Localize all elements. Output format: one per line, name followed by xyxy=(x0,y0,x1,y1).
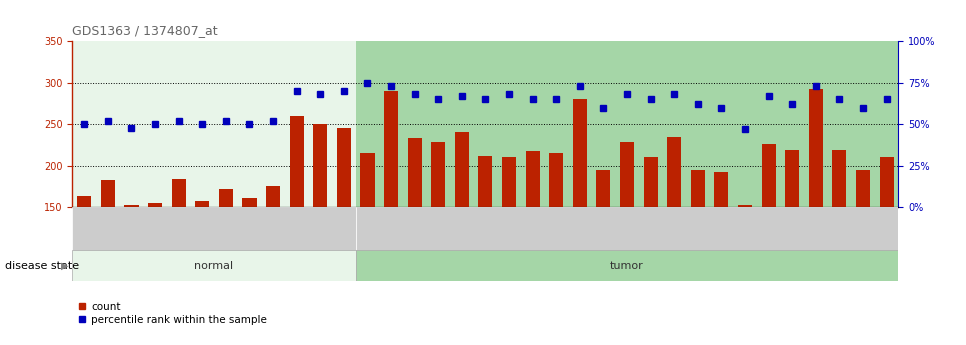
Bar xyxy=(455,132,469,207)
Bar xyxy=(355,250,898,281)
Text: normal: normal xyxy=(194,261,234,270)
Text: tumor: tumor xyxy=(611,261,644,270)
Bar xyxy=(879,157,894,207)
Bar xyxy=(172,179,185,207)
Bar xyxy=(761,144,776,207)
Bar xyxy=(668,137,681,207)
Bar xyxy=(355,207,898,260)
Bar xyxy=(125,205,138,207)
Bar xyxy=(738,205,753,207)
Bar xyxy=(856,170,870,207)
Bar xyxy=(478,156,493,207)
Bar xyxy=(313,124,327,207)
Bar xyxy=(809,89,823,207)
Text: ▶: ▶ xyxy=(61,261,69,270)
Bar xyxy=(526,151,540,207)
Bar xyxy=(785,150,799,207)
Bar xyxy=(502,157,516,207)
Bar xyxy=(643,157,658,207)
Text: disease state: disease state xyxy=(5,261,79,270)
Bar xyxy=(337,128,351,207)
Legend: count, percentile rank within the sample: count, percentile rank within the sample xyxy=(77,302,267,325)
Bar xyxy=(195,201,210,207)
Bar xyxy=(355,41,898,207)
Bar xyxy=(714,172,728,207)
Bar xyxy=(218,189,233,207)
Bar xyxy=(148,203,162,207)
Bar xyxy=(242,198,257,207)
Bar xyxy=(360,153,375,207)
Bar xyxy=(408,138,422,207)
Bar xyxy=(431,142,445,207)
Bar xyxy=(100,180,115,207)
Bar xyxy=(573,99,587,207)
Bar xyxy=(833,150,846,207)
Bar xyxy=(72,207,355,260)
Bar xyxy=(290,116,303,207)
Bar xyxy=(691,170,705,207)
Bar xyxy=(72,250,355,281)
Bar xyxy=(596,170,611,207)
Bar xyxy=(266,186,280,207)
Bar xyxy=(384,91,398,207)
Bar xyxy=(72,41,355,207)
Bar xyxy=(620,142,634,207)
Bar xyxy=(77,196,92,207)
Bar xyxy=(549,153,563,207)
Text: GDS1363 / 1374807_at: GDS1363 / 1374807_at xyxy=(72,24,218,37)
